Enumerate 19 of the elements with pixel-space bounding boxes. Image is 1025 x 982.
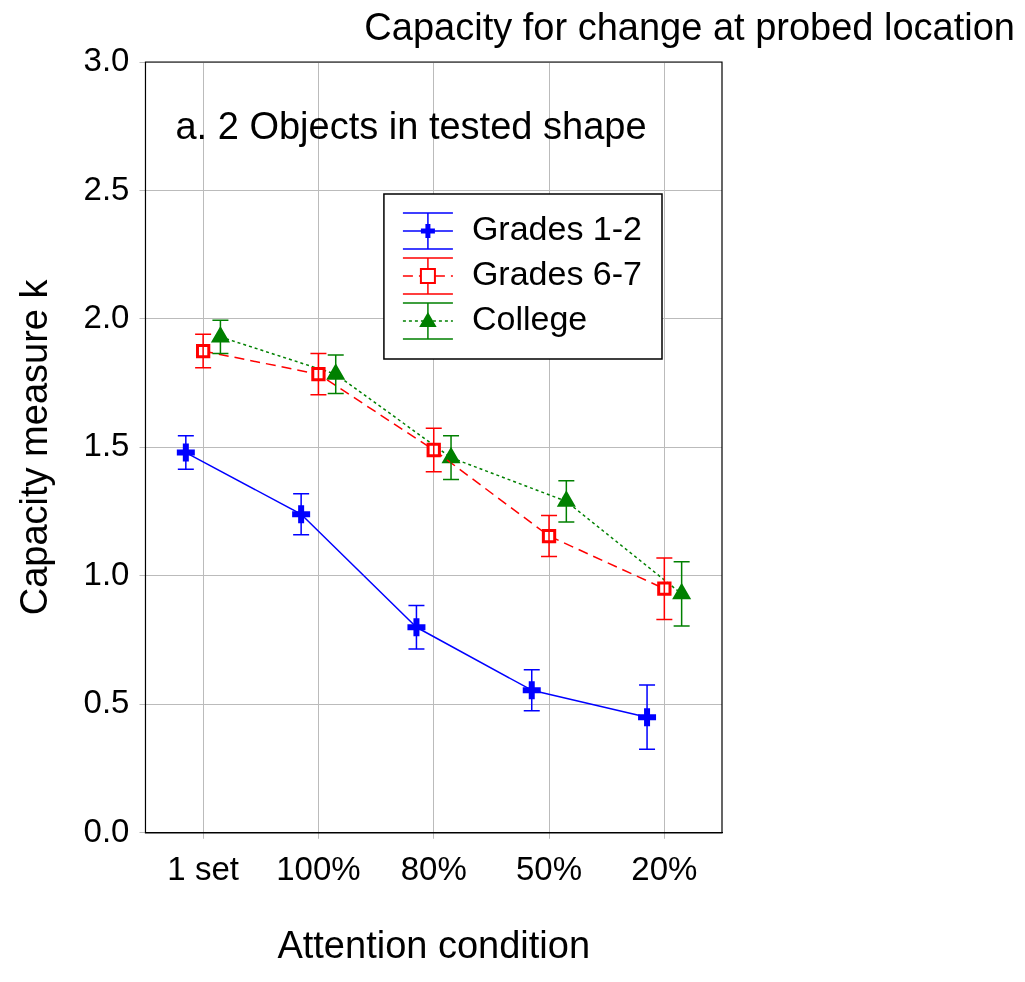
x-tick-label: 20% [631, 849, 698, 887]
x-tick-label: 80% [400, 849, 467, 887]
y-tick-label: 0.5 [83, 683, 130, 721]
y-tick-label: 3.0 [83, 41, 130, 79]
y-axis-title: Capacity measure k [13, 278, 56, 616]
x-axis-title: Attention condition [277, 923, 591, 966]
legend-label: College [471, 299, 588, 338]
x-tick-label: 1 set [167, 849, 239, 887]
x-tick-label: 100% [276, 849, 361, 887]
legend-label: Grades 6-7 [471, 254, 643, 293]
y-tick-label: 1.0 [83, 554, 130, 592]
y-tick-label: 2.0 [83, 298, 130, 336]
annotation: a. 2 Objects in tested shape [175, 105, 647, 148]
y-tick-label: 0.0 [83, 811, 130, 849]
chart-title: Capacity for change at probed location [364, 6, 1015, 48]
y-tick-label: 2.5 [83, 169, 130, 207]
x-tick-label: 50% [516, 849, 583, 887]
y-tick-label: 1.5 [83, 426, 130, 464]
legend-label: Grades 1-2 [471, 209, 643, 248]
